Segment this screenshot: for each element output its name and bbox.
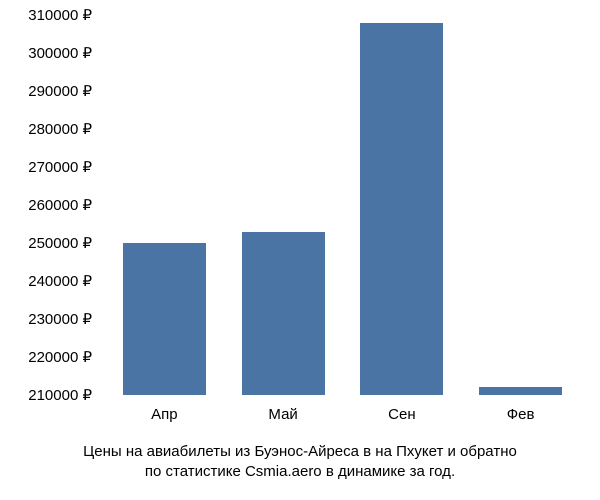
y-axis: 210000 ₽220000 ₽230000 ₽240000 ₽250000 ₽… bbox=[0, 15, 100, 395]
y-tick-label: 310000 ₽ bbox=[28, 6, 92, 24]
caption-line-2: по статистике Csmia.aero в динамике за г… bbox=[10, 462, 590, 482]
plot-area bbox=[105, 15, 580, 395]
caption-line-1: Цены на авиабилеты из Буэнос-Айреса в на… bbox=[10, 442, 590, 462]
bar bbox=[242, 232, 325, 395]
x-tick-label: Май bbox=[268, 406, 297, 423]
bar bbox=[360, 23, 443, 395]
y-tick-label: 240000 ₽ bbox=[28, 272, 92, 290]
x-tick-label: Сен bbox=[388, 406, 415, 423]
x-tick-label: Фев bbox=[507, 406, 535, 423]
y-tick-label: 250000 ₽ bbox=[28, 234, 92, 252]
y-tick-label: 260000 ₽ bbox=[28, 196, 92, 214]
y-tick-label: 230000 ₽ bbox=[28, 310, 92, 328]
y-tick-label: 220000 ₽ bbox=[28, 348, 92, 366]
y-tick-label: 290000 ₽ bbox=[28, 82, 92, 100]
chart-caption: Цены на авиабилеты из Буэнос-Айреса в на… bbox=[0, 442, 600, 483]
x-axis: Апр Май Сен Фев bbox=[105, 400, 580, 430]
chart-container: 210000 ₽ 220000 ₽ 230000 ₽ 240000 ₽ 250000 ₽… bbox=[0, 0, 600, 500]
y-tick-label: 280000 ₽ bbox=[28, 120, 92, 138]
y-tick-label: 210000 ₽ bbox=[28, 386, 92, 404]
bar bbox=[123, 243, 206, 395]
y-tick-label: 270000 ₽ bbox=[28, 158, 92, 176]
y-tick-label: 300000 ₽ bbox=[28, 44, 92, 62]
bar bbox=[479, 387, 562, 395]
x-tick-label: Апр bbox=[151, 406, 177, 423]
